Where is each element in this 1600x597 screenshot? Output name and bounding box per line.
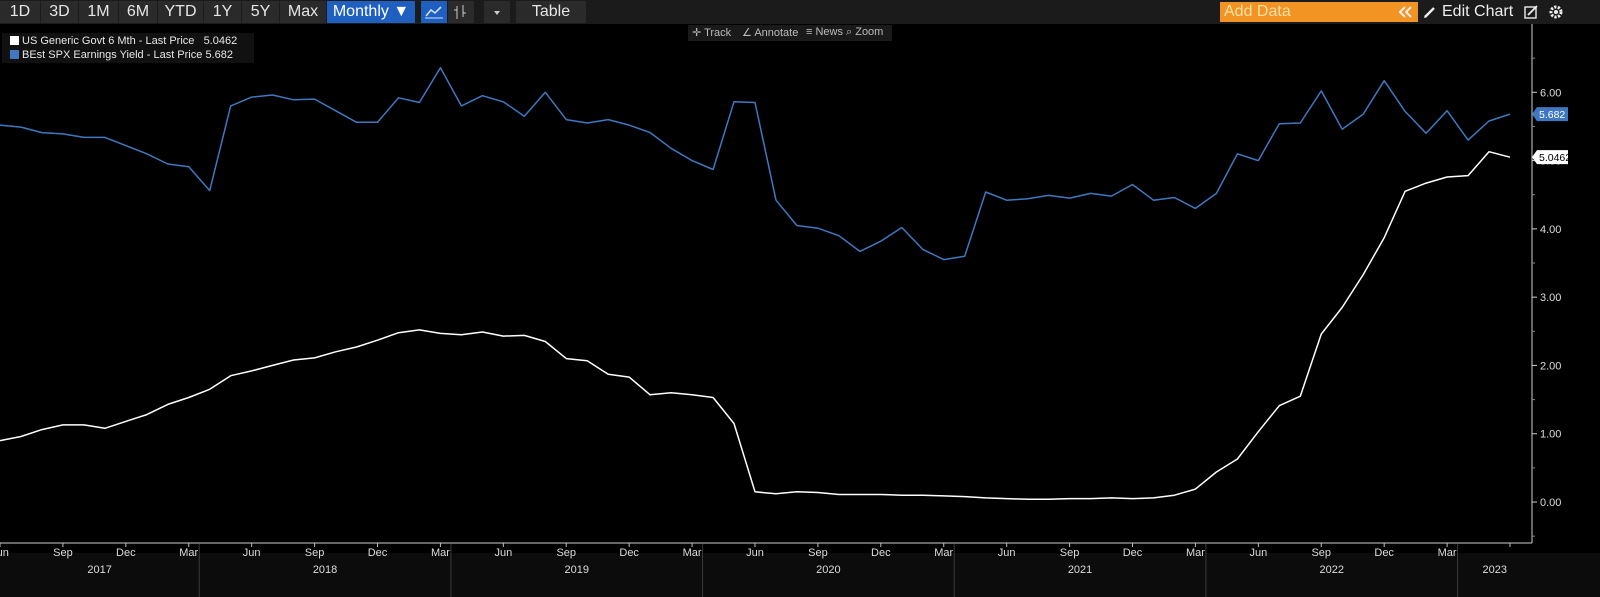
- y-tick-label: 4.00: [1540, 224, 1561, 236]
- chevron-down-icon[interactable]: [484, 1, 510, 23]
- track-tool[interactable]: ✛ Track: [692, 27, 732, 39]
- collapse-double-chevron-icon[interactable]: [1392, 1, 1418, 23]
- x-tick-label: Mar: [934, 547, 953, 559]
- x-axis: Jun Sep Dec Mar Jun Sep Dec Mar Jun Sep Dec Mar Jun S…: [0, 543, 1511, 597]
- x-tick-label: Jun: [0, 547, 9, 559]
- legend-swatch: [10, 36, 19, 45]
- x-tick-label: Jun: [1249, 547, 1267, 559]
- add-data-input[interactable]: Add Data: [1220, 2, 1418, 22]
- frequency-dropdown[interactable]: Monthly ▼: [327, 1, 415, 23]
- y-tick-label: 1.00: [1540, 429, 1561, 441]
- x-tick-label: Dec: [871, 547, 891, 559]
- y-tick-label: 6.00: [1540, 87, 1561, 99]
- x-year-label: 2019: [564, 564, 588, 576]
- x-year-label: 2018: [313, 564, 337, 576]
- x-tick-label: Mar: [1186, 547, 1205, 559]
- range-1y-button[interactable]: 1Y: [204, 1, 241, 23]
- x-year-label: 2022: [1319, 564, 1343, 576]
- edit-chart-button[interactable]: Edit Chart: [1442, 3, 1514, 20]
- x-tick-label: Dec: [1374, 547, 1394, 559]
- table-button[interactable]: Table: [516, 1, 586, 23]
- last-value-tags: 5.0462 5.682: [1532, 107, 1571, 165]
- x-tick-label: Dec: [619, 547, 639, 559]
- series-lines: [0, 66, 1511, 501]
- range-6m-button[interactable]: 6M: [119, 1, 157, 23]
- x-tick-label: Jun: [494, 547, 512, 559]
- x-tick-label: Sep: [808, 547, 828, 559]
- x-year-label: 2017: [87, 564, 111, 576]
- y-tick-label: 2.00: [1540, 360, 1561, 372]
- x-year-label: 2021: [1068, 564, 1092, 576]
- x-tick-label: Dec: [368, 547, 388, 559]
- x-tick-label: Mar: [431, 547, 450, 559]
- series-line-govt-6mth[interactable]: [0, 150, 1511, 501]
- x-axis-band: [0, 553, 1600, 597]
- x-tick-label: Sep: [556, 547, 576, 559]
- legend-entry-govt-6mth[interactable]: US Generic Govt 6 Mth - Last Price 5.046…: [10, 34, 237, 48]
- legend-swatch: [10, 50, 19, 59]
- legend-entry-spx-earnings-yield[interactable]: BEst SPX Earnings Yield - Last Price 5.6…: [10, 48, 233, 62]
- bar-chart-icon[interactable]: [448, 1, 474, 23]
- series-line-spx-earnings-yield[interactable]: [0, 66, 1511, 261]
- range-1d-button[interactable]: 1D: [0, 1, 40, 23]
- line-chart-icon[interactable]: [421, 1, 447, 23]
- range-5y-button[interactable]: 5Y: [242, 1, 279, 23]
- annotate-tool[interactable]: ∠ Annotate: [742, 27, 799, 39]
- x-tick-label: Jun: [746, 547, 764, 559]
- range-ytd-button[interactable]: YTD: [158, 1, 203, 23]
- x-tick-label: Sep: [1311, 547, 1331, 559]
- range-3d-button[interactable]: 3D: [41, 1, 78, 23]
- zoom-tool[interactable]: ⌕ Zoom: [846, 26, 884, 38]
- y-tick-label: 3.00: [1540, 292, 1561, 304]
- last-value-tag-spx: [1532, 107, 1568, 122]
- x-tick-label: Dec: [1123, 547, 1143, 559]
- x-tick-label: Sep: [53, 547, 73, 559]
- x-tick-label: Mar: [179, 547, 198, 559]
- x-tick-label: Jun: [998, 547, 1016, 559]
- x-tick-label: Dec: [116, 547, 136, 559]
- x-year-label: 2023: [1483, 564, 1507, 576]
- y-tick-label: 0.00: [1540, 497, 1561, 509]
- news-tool[interactable]: ≡ News: [806, 26, 843, 38]
- x-tick-label: Mar: [683, 547, 702, 559]
- last-value-text: 5.682: [1539, 109, 1565, 121]
- last-value-text: 5.0462: [1539, 152, 1571, 164]
- x-year-label: 2020: [816, 564, 840, 576]
- x-tick-label: Jun: [243, 547, 261, 559]
- chart-legend: US Generic Govt 6 Mth - Last Price 5.046…: [2, 33, 254, 63]
- x-tick-label: Sep: [1060, 547, 1080, 559]
- pencil-icon[interactable]: [1420, 1, 1440, 23]
- range-1m-button[interactable]: 1M: [79, 1, 118, 23]
- gear-icon[interactable]: [1544, 1, 1568, 23]
- chart-toolbar: 1D 3D 1M 6M YTD 1Y 5Y Max Monthly ▼ Tabl…: [0, 0, 1600, 24]
- x-tick-label: Sep: [305, 547, 325, 559]
- edit-settings-icon[interactable]: [1520, 1, 1542, 23]
- x-tick-label: Mar: [1438, 547, 1457, 559]
- last-value-tag-govt: [1532, 150, 1568, 165]
- chart-subtools: ✛ Track ∠ Annotate ≡ News ⌕ Zoom: [688, 25, 892, 41]
- range-max-button[interactable]: Max: [280, 1, 326, 23]
